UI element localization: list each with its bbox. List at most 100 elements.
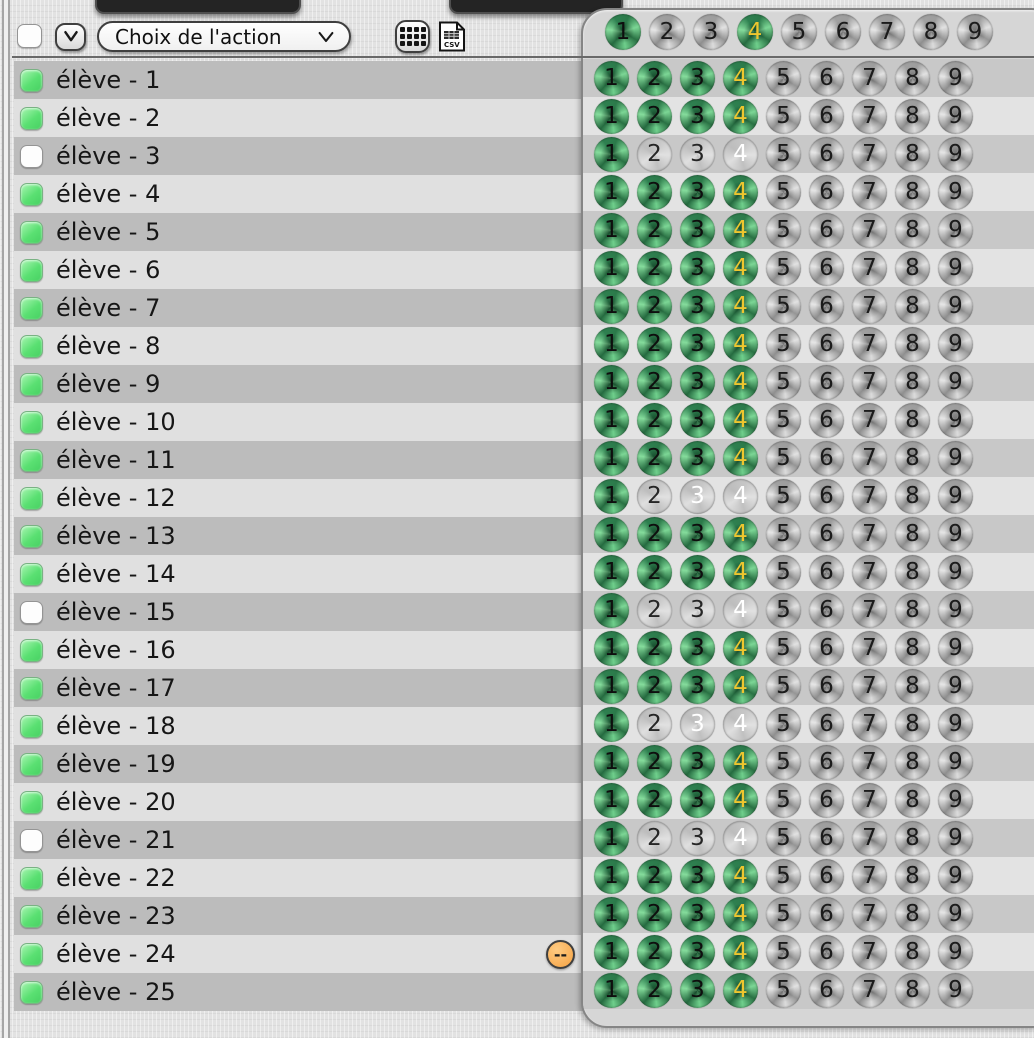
level-circle-4[interactable]: 4 bbox=[723, 440, 758, 476]
level-circle-5[interactable]: 5 bbox=[766, 630, 801, 666]
student-checkbox[interactable] bbox=[20, 182, 43, 206]
level-circle-1[interactable]: 1 bbox=[594, 478, 629, 514]
level-circle-6[interactable]: 6 bbox=[809, 934, 844, 970]
level-circle-2[interactable]: 2 bbox=[637, 858, 672, 894]
level-circle-9[interactable]: 9 bbox=[938, 288, 973, 324]
student-checkbox[interactable] bbox=[20, 334, 43, 358]
level-circle-1[interactable]: 1 bbox=[594, 326, 629, 362]
level-circle-1[interactable]: 1 bbox=[594, 706, 629, 742]
level-circle-6[interactable]: 6 bbox=[809, 668, 844, 704]
level-circle-5[interactable]: 5 bbox=[766, 98, 801, 134]
level-circle-7[interactable]: 7 bbox=[852, 174, 887, 210]
student-checkbox[interactable] bbox=[20, 524, 43, 548]
level-circle-5[interactable]: 5 bbox=[766, 440, 801, 476]
student-row[interactable]: élève - 11 bbox=[14, 441, 583, 479]
student-checkbox[interactable] bbox=[20, 980, 43, 1004]
level-circle-4[interactable]: 4 bbox=[723, 592, 758, 628]
level-circle-9[interactable]: 9 bbox=[938, 136, 973, 172]
grid-view-button[interactable] bbox=[395, 20, 430, 53]
level-circle-6[interactable]: 6 bbox=[809, 592, 844, 628]
level-circle-2[interactable]: 2 bbox=[637, 60, 672, 96]
level-circle-2[interactable]: 2 bbox=[637, 782, 672, 818]
level-circle-5[interactable]: 5 bbox=[766, 402, 801, 438]
level-circle-3[interactable]: 3 bbox=[680, 554, 715, 590]
level-circle-7[interactable]: 7 bbox=[852, 744, 887, 780]
student-checkbox[interactable] bbox=[20, 904, 43, 928]
level-circle-6[interactable]: 6 bbox=[809, 896, 844, 932]
level-circle-4[interactable]: 4 bbox=[723, 744, 758, 780]
level-circle-4[interactable]: 4 bbox=[723, 250, 758, 286]
level-circle-3[interactable]: 3 bbox=[680, 934, 715, 970]
level-circle-5[interactable]: 5 bbox=[766, 326, 801, 362]
level-circle-6[interactable]: 6 bbox=[809, 364, 844, 400]
level-circle-4[interactable]: 4 bbox=[723, 402, 758, 438]
level-circle-8[interactable]: 8 bbox=[895, 896, 930, 932]
level-circle-2[interactable]: 2 bbox=[637, 364, 672, 400]
level-circle-5[interactable]: 5 bbox=[766, 364, 801, 400]
level-circle-4[interactable]: 4 bbox=[723, 896, 758, 932]
level-circle-3[interactable]: 3 bbox=[680, 250, 715, 286]
level-circle-1[interactable]: 1 bbox=[594, 364, 629, 400]
level-circle-7[interactable]: 7 bbox=[852, 326, 887, 362]
level-circle-6[interactable]: 6 bbox=[809, 554, 844, 590]
level-circle-7[interactable]: 7 bbox=[852, 934, 887, 970]
student-checkbox[interactable] bbox=[20, 258, 43, 282]
action-select[interactable]: Choix de l'action bbox=[97, 21, 351, 52]
level-circle-4[interactable]: 4 bbox=[723, 478, 758, 514]
level-circle-8[interactable]: 8 bbox=[895, 668, 930, 704]
level-circle-3[interactable]: 3 bbox=[680, 288, 715, 324]
level-circle-2[interactable]: 2 bbox=[637, 744, 672, 780]
student-row[interactable]: élève - 15 bbox=[14, 593, 583, 631]
student-checkbox[interactable] bbox=[20, 714, 43, 738]
level-circle-9[interactable]: 9 bbox=[938, 554, 973, 590]
level-circle-3[interactable]: 3 bbox=[680, 440, 715, 476]
level-circle-4[interactable]: 4 bbox=[723, 326, 758, 362]
level-circle-2[interactable]: 2 bbox=[637, 820, 672, 856]
level-circle-1[interactable]: 1 bbox=[594, 554, 629, 590]
level-circle-2[interactable]: 2 bbox=[637, 554, 672, 590]
level-circle-4[interactable]: 4 bbox=[723, 174, 758, 210]
level-circle-2[interactable]: 2 bbox=[637, 972, 672, 1008]
level-circle-2[interactable]: 2 bbox=[637, 402, 672, 438]
level-circle-6[interactable]: 6 bbox=[809, 136, 844, 172]
level-circle-1[interactable]: 1 bbox=[594, 250, 629, 286]
student-row[interactable]: élève - 20 bbox=[14, 783, 583, 821]
level-circle-8[interactable]: 8 bbox=[895, 706, 930, 742]
level-circle-5[interactable]: 5 bbox=[766, 820, 801, 856]
level-circle-1[interactable]: 1 bbox=[594, 820, 629, 856]
student-checkbox[interactable] bbox=[20, 942, 43, 966]
level-circle-8[interactable]: 8 bbox=[895, 516, 930, 552]
level-circle-5[interactable]: 5 bbox=[766, 972, 801, 1008]
level-circle-3[interactable]: 3 bbox=[680, 212, 715, 248]
level-circle-3[interactable]: 3 bbox=[680, 478, 715, 514]
student-row[interactable]: élève - 7 bbox=[14, 289, 583, 327]
level-circle-7[interactable]: 7 bbox=[852, 782, 887, 818]
level-circle-2[interactable]: 2 bbox=[637, 516, 672, 552]
level-circle-8[interactable]: 8 bbox=[895, 364, 930, 400]
student-checkbox[interactable] bbox=[20, 486, 43, 510]
level-circle-1[interactable]: 1 bbox=[594, 136, 629, 172]
level-circle-1[interactable]: 1 bbox=[594, 592, 629, 628]
student-row[interactable]: élève - 2 bbox=[14, 99, 583, 137]
level-circle-9[interactable]: 9 bbox=[938, 478, 973, 514]
level-circle-7[interactable]: 7 bbox=[852, 98, 887, 134]
level-circle-8[interactable]: 8 bbox=[895, 934, 930, 970]
level-circle-3[interactable]: 3 bbox=[680, 516, 715, 552]
level-circle-2[interactable]: 2 bbox=[637, 326, 672, 362]
level-circle-3[interactable]: 3 bbox=[680, 744, 715, 780]
level-circle-6[interactable]: 6 bbox=[809, 706, 844, 742]
level-circle-2[interactable]: 2 bbox=[637, 934, 672, 970]
level-circle-5[interactable]: 5 bbox=[766, 934, 801, 970]
student-checkbox[interactable] bbox=[20, 144, 43, 168]
level-circle-6[interactable]: 6 bbox=[825, 14, 861, 50]
level-circle-5[interactable]: 5 bbox=[766, 516, 801, 552]
level-circle-3[interactable]: 3 bbox=[680, 174, 715, 210]
level-circle-4[interactable]: 4 bbox=[723, 706, 758, 742]
level-circle-6[interactable]: 6 bbox=[809, 288, 844, 324]
level-circle-5[interactable]: 5 bbox=[766, 250, 801, 286]
level-circle-1[interactable]: 1 bbox=[594, 858, 629, 894]
level-circle-7[interactable]: 7 bbox=[852, 668, 887, 704]
level-circle-1[interactable]: 1 bbox=[594, 212, 629, 248]
student-checkbox[interactable] bbox=[20, 296, 43, 320]
level-circle-3[interactable]: 3 bbox=[680, 364, 715, 400]
